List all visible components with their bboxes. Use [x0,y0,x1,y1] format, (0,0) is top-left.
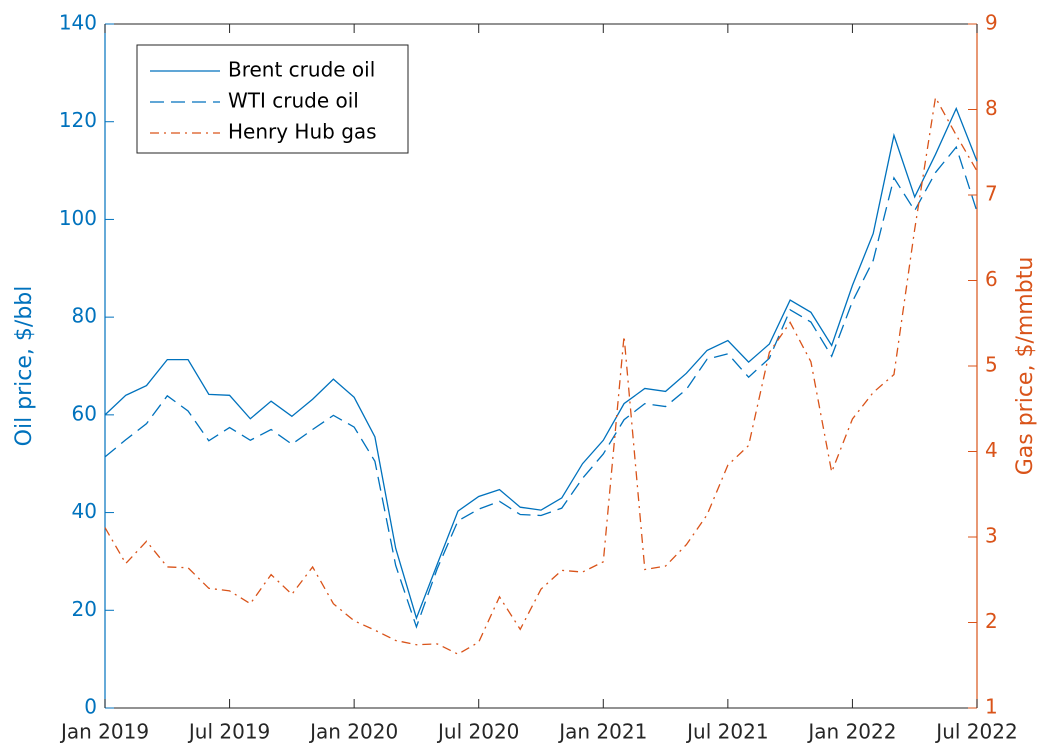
x-tick-label: Jul 2020 [436,720,519,744]
x-tick-label: Jul 2019 [187,720,270,744]
y-tick-label: 100 [59,206,97,230]
legend-label: WTI crude oil [228,89,359,113]
y2-tick-label: 8 [985,96,998,120]
x-tick-label: Jan 2019 [59,720,149,744]
series-line [104,145,978,629]
x-tick-label: Jan 2022 [806,720,896,744]
y2-tick-label: 9 [985,11,998,35]
y2-tick-label: 5 [985,353,998,377]
y2-tick-label: 2 [985,609,998,633]
y2-tick-label: 1 [985,695,998,719]
series-line [104,106,978,621]
x-tick-label: Jan 2021 [557,720,647,744]
series-line [104,95,978,655]
y-tick-label: 20 [72,597,97,621]
y-tick-label: 140 [59,11,97,35]
y2-tick-label: 7 [985,182,998,206]
y-tick-label: 120 [59,108,97,132]
y-tick-label: 0 [84,695,97,719]
y2-tick-label: 3 [985,524,998,548]
y2-tick-label: 6 [985,267,998,291]
y-tick-label: 40 [72,499,97,523]
x-tick-label: Jul 2021 [685,720,768,744]
legend: Brent crude oil WTI crude oil Henry Hub ga… [136,44,409,154]
x-tick-label: Jul 2022 [934,720,1017,744]
y2-tick-label: 4 [985,438,998,462]
y2-axis-label: Gas price, $/mmbtu [1013,257,1038,476]
y-tick-label: 80 [72,304,97,328]
y-tick-label: 60 [72,401,97,425]
legend-label: Henry Hub gas [228,120,377,144]
x-tick-label: Jan 2020 [308,720,398,744]
legend-label: Brent crude oil [228,58,375,82]
legend-box [136,44,409,154]
y-axis-label: Oil price, $/bbl [12,286,37,447]
